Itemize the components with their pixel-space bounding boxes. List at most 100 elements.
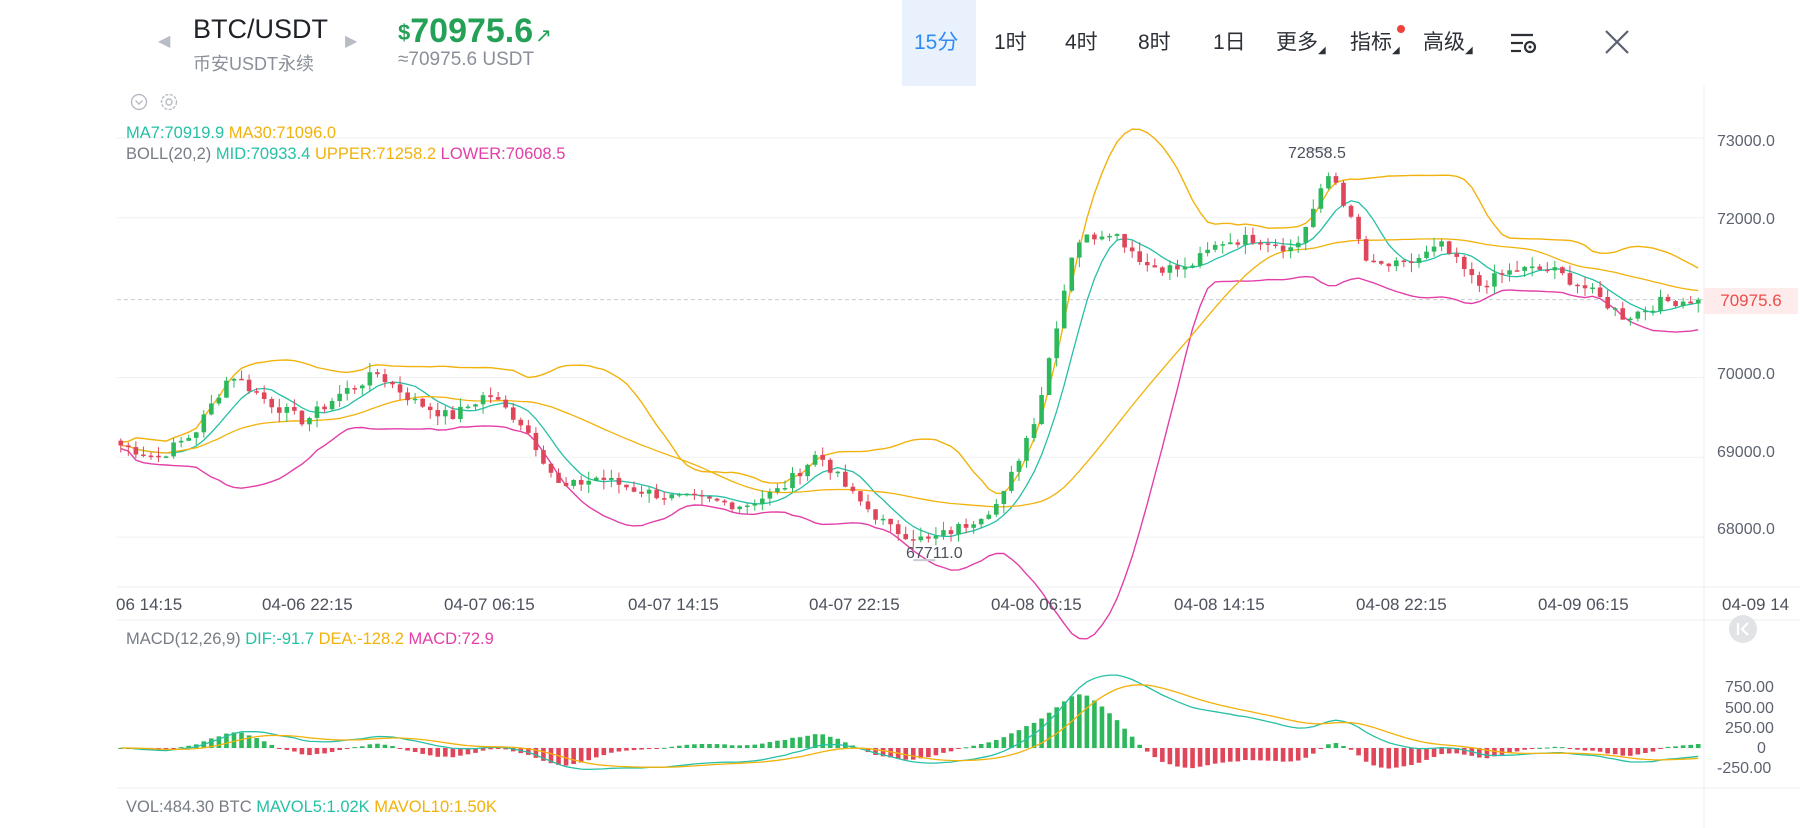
macd-bar xyxy=(1348,748,1354,750)
close-icon[interactable] xyxy=(1603,28,1631,56)
candle-body xyxy=(397,384,403,393)
macd-bar xyxy=(571,748,576,765)
macd-bar xyxy=(986,742,992,748)
macd-bar xyxy=(209,738,214,748)
candle-body xyxy=(1348,205,1354,217)
macd-bar xyxy=(593,748,599,758)
candle-body xyxy=(246,379,252,392)
macd-bar xyxy=(1280,748,1286,762)
candle-body xyxy=(729,502,735,510)
candle-body xyxy=(722,500,727,503)
tab-1d[interactable]: 1日 xyxy=(1213,31,1246,54)
advanced-menu[interactable]: 高级◢ xyxy=(1423,28,1473,58)
candle-body xyxy=(1401,260,1407,262)
symbol-title[interactable]: BTC/USDT xyxy=(193,14,328,44)
candle-body xyxy=(888,518,893,525)
macd-bar xyxy=(1522,748,1527,750)
macd-bar xyxy=(1363,748,1369,762)
macd-bar xyxy=(790,737,795,748)
macd-bar xyxy=(1612,748,1618,755)
tab-8h[interactable]: 8时 xyxy=(1138,31,1171,54)
next-arrow-icon[interactable]: ▶ xyxy=(345,33,358,50)
candle-body xyxy=(1507,270,1512,275)
candle-body xyxy=(1144,261,1150,266)
macd-bar xyxy=(1077,694,1082,748)
macd-bar xyxy=(1061,701,1067,748)
chart-settings-icon[interactable] xyxy=(1509,31,1539,57)
x-tick: 04-07 06:15 xyxy=(444,595,535,614)
macd-bar xyxy=(533,748,539,758)
macd-bar xyxy=(526,748,531,755)
macd-bar xyxy=(1635,748,1641,755)
macd-bar xyxy=(1220,748,1226,763)
macd-bar xyxy=(1356,748,1361,756)
macd-bar xyxy=(1492,748,1497,757)
tab-4h[interactable]: 4时 xyxy=(1065,31,1098,54)
tab-1h[interactable]: 1时 xyxy=(994,31,1027,54)
candle-body xyxy=(412,398,418,401)
macd-bar xyxy=(797,737,803,748)
more-menu[interactable]: 更多◢ xyxy=(1276,28,1326,58)
candle-body xyxy=(488,395,493,398)
macd-bar xyxy=(918,748,924,759)
candle-body xyxy=(616,477,622,485)
candle-body xyxy=(1363,239,1369,261)
macd-bar xyxy=(1265,748,1271,761)
candle-body xyxy=(1250,234,1256,243)
candle-body xyxy=(1137,251,1143,262)
candle-body xyxy=(427,406,433,411)
candle-body xyxy=(1688,301,1693,304)
candle-body xyxy=(1212,244,1218,250)
macd-bar xyxy=(1544,747,1550,749)
macd-bar xyxy=(827,736,833,748)
macd-bar xyxy=(1205,748,1210,766)
macd-bar xyxy=(1046,712,1052,748)
candle-body xyxy=(1575,284,1580,287)
candle-body xyxy=(1046,358,1052,396)
prev-arrow-icon[interactable]: ◀ xyxy=(158,33,171,50)
candle-body xyxy=(1326,176,1331,189)
macd-bar xyxy=(1243,748,1248,761)
indicators-menu[interactable]: 指标◢ xyxy=(1350,28,1400,58)
gear-icon[interactable] xyxy=(160,93,178,111)
macd-bar xyxy=(1575,748,1580,750)
macd-bar xyxy=(1250,748,1256,761)
boll-lower-line xyxy=(120,275,1699,640)
candle-body xyxy=(1205,249,1210,254)
macd-bar xyxy=(1160,748,1165,762)
scroll-to-latest-icon[interactable] xyxy=(1728,614,1758,644)
candle-body xyxy=(654,489,659,499)
macd-bar xyxy=(646,748,652,749)
macd-bar xyxy=(397,748,403,749)
candle-body xyxy=(1243,234,1248,245)
candle-body xyxy=(503,399,509,408)
macd-bar xyxy=(933,748,939,756)
x-tick: 04-07 22:15 xyxy=(809,595,900,614)
candle-body xyxy=(193,432,199,438)
dropdown-triangle-icon: ◢ xyxy=(1392,45,1400,56)
tab-15m[interactable]: 15分 xyxy=(914,31,959,54)
candle-body xyxy=(322,406,327,410)
candle-body xyxy=(646,489,652,494)
macd-bar xyxy=(1673,746,1678,748)
macd-bar xyxy=(1378,748,1384,768)
macd-bar xyxy=(820,734,826,748)
candle-body xyxy=(948,530,954,535)
candle-body xyxy=(1310,208,1316,228)
candle-body xyxy=(382,374,388,383)
macd-bar xyxy=(1537,747,1543,749)
mavol5: MAVOL5:1.02K xyxy=(256,798,370,816)
candle-body xyxy=(571,479,576,486)
collapse-icon[interactable] xyxy=(130,93,148,111)
macd-bar xyxy=(1416,748,1422,763)
candle-body xyxy=(744,505,750,508)
macd-bar xyxy=(609,748,614,753)
candle-body xyxy=(510,407,516,420)
macd-bar xyxy=(1024,726,1029,748)
macd-bar xyxy=(1695,744,1701,748)
candle-body xyxy=(601,477,607,480)
candle-body xyxy=(1620,308,1626,320)
macd-bar xyxy=(1167,748,1173,765)
macd-bar xyxy=(1152,748,1158,758)
